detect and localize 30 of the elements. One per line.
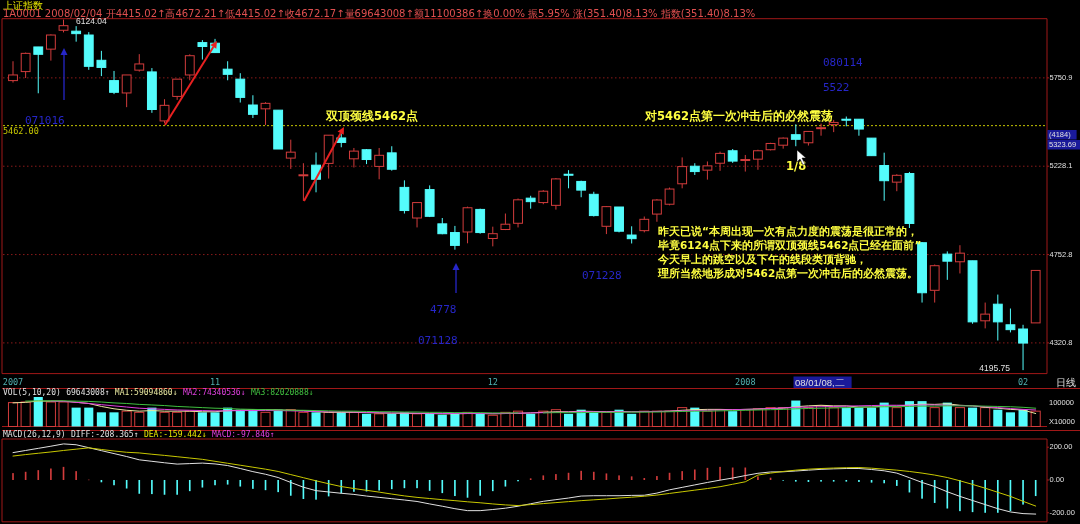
- text: MACD:-97.846↑: [212, 430, 275, 439]
- annotation: 双顶颈线5462点: [325, 108, 419, 123]
- annotation: 4778: [430, 303, 457, 316]
- text: 08/01/08,二: [795, 376, 845, 388]
- text: MA2:74340536↓: [182, 387, 246, 397]
- chart-title: 上证指数: [3, 0, 43, 11]
- x-tick-label: 02: [1017, 377, 1029, 387]
- text: 69643008↑: [66, 387, 110, 397]
- text: VOL(5,10,20): [3, 387, 61, 397]
- annotation: 5522: [823, 81, 850, 94]
- annotation: 071228: [582, 269, 622, 282]
- annotation: 理所当然地形成对5462点第一次冲击后的必然震荡。: [657, 267, 919, 280]
- ref-line-label: 5462.00: [3, 125, 39, 136]
- text: MA3:82020888↓: [250, 387, 314, 397]
- x-tick-label: 12: [487, 377, 498, 387]
- x-tick-label: 2007: [2, 377, 24, 387]
- x-tick-label: 2008: [735, 377, 756, 387]
- text: MACD(26,12,9): [3, 430, 66, 439]
- text: DIFF:-208.365↑: [71, 430, 139, 439]
- annotation: 今天早上的跳空以及下午的线段类顶背驰，: [657, 253, 867, 265]
- annotation: 昨天已说“本周出现一次有点力度的震荡是很正常的，: [658, 225, 918, 238]
- text: 日线: [1056, 376, 1076, 388]
- annotation: 080114: [823, 56, 864, 69]
- annotation: 对5462点第一次冲击后的必然震荡: [644, 109, 834, 123]
- text: DEA:-159.442↓: [143, 430, 207, 439]
- annotation: 4195.75: [979, 363, 1011, 373]
- annotation: 071016: [25, 114, 65, 127]
- text: MA1:59094860↓: [114, 387, 178, 397]
- annotation: 071128: [418, 334, 458, 347]
- x-tick-label: 11: [209, 377, 221, 387]
